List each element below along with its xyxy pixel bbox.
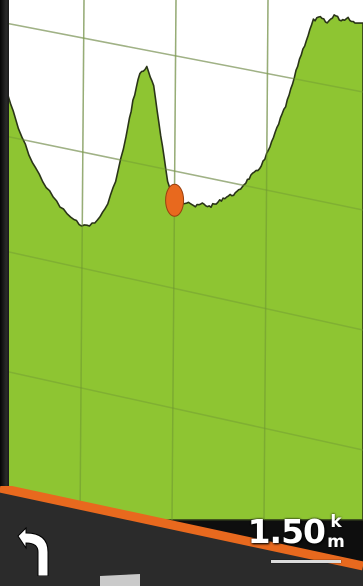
- scale-bar: [271, 560, 341, 563]
- zoom-unit: k m: [327, 512, 345, 552]
- back-button[interactable]: [8, 526, 70, 577]
- terrain-area: [7, 14, 363, 521]
- grid-vertical-line: [171, 0, 177, 521]
- grid-horizontal-line: [0, 21, 363, 93]
- grid-horizontal-line: [0, 369, 363, 451]
- zoom-unit-top: k: [330, 512, 342, 532]
- zoom-value: 1.50: [247, 512, 326, 551]
- zoom-unit-bottom: m: [327, 532, 345, 552]
- back-arrow-icon: [17, 526, 49, 577]
- grid-vertical-line: [79, 0, 85, 521]
- zoom-scale-readout: 1.50 k m: [248, 508, 355, 570]
- grid-horizontal-line: [0, 134, 363, 211]
- grid-horizontal-line: [0, 249, 363, 331]
- ground-grid: [0, 0, 363, 521]
- bottom-toolbar: 1.50 k m: [0, 486, 363, 586]
- grid-vertical-line: [263, 0, 269, 521]
- device-bezel: [0, 0, 9, 586]
- current-position-marker: [165, 183, 185, 217]
